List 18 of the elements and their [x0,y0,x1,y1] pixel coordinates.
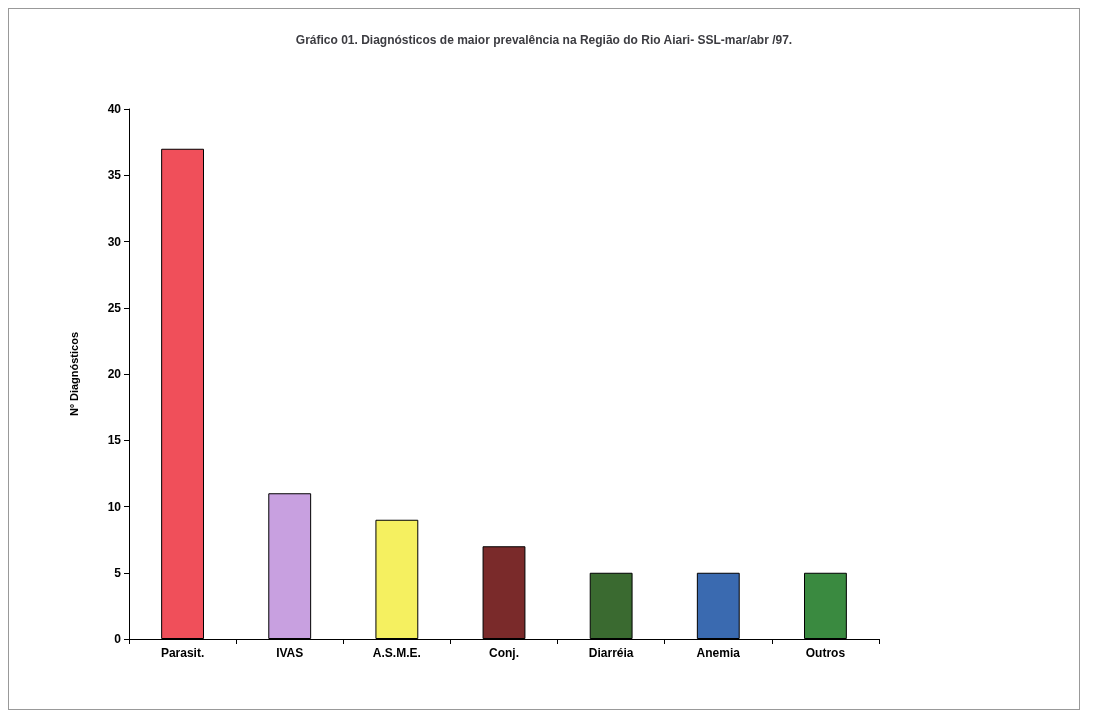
y-tick-label: 5 [114,565,122,580]
y-tick-label: 25 [107,300,122,315]
y-axis-title: Nº Diagnósticos [67,331,80,417]
x-tick-label: Anemia [696,646,741,660]
y-tick-label: 30 [107,234,122,249]
x-tick-label: IVAS [276,646,304,660]
y-tick-label: 35 [107,168,122,183]
x-tick-label: Parasit. [160,646,205,660]
chart-title: Gráfico 01. Diagnósticos de maior prevalência na Região do Rio Aiari- SSL-mar/abr /97. [295,33,793,47]
x-tick-label: Conj. [489,646,519,660]
x-tick-label: A.S.M.E. [372,646,421,660]
y-tick-label: 0 [114,632,122,646]
x-tick-label: Diarréia [588,646,634,660]
y-tick-label: 10 [107,499,122,514]
y-tick-label: 15 [107,433,122,448]
y-tick-label: 20 [107,367,122,381]
x-tick-label: Outros [805,646,846,660]
y-tick-label: 40 [107,102,122,116]
